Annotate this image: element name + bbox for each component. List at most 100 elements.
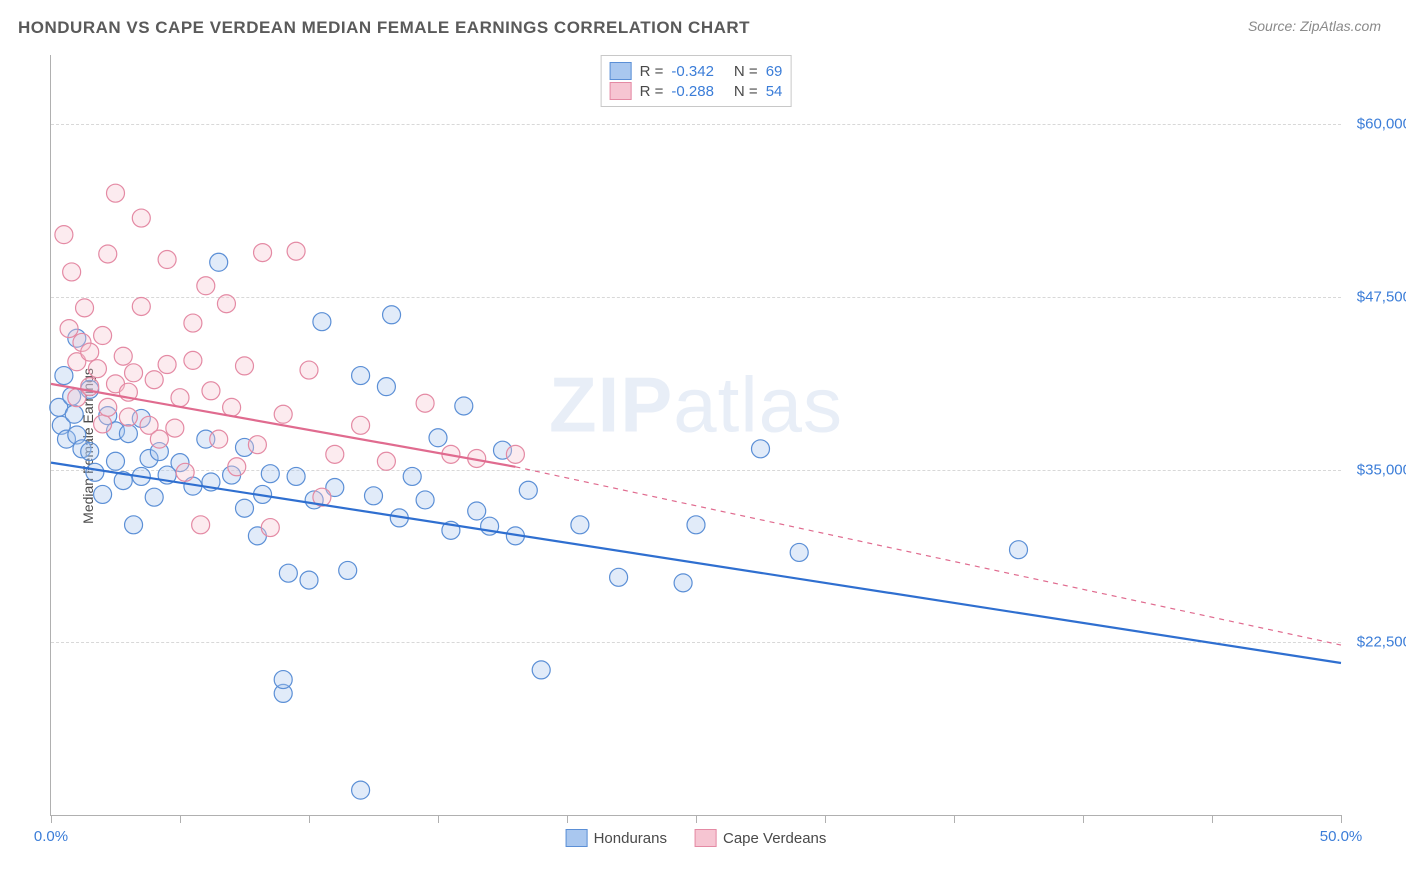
data-point (81, 343, 99, 361)
data-point (184, 314, 202, 332)
data-point (279, 564, 297, 582)
data-point (114, 347, 132, 365)
data-point (248, 436, 266, 454)
x-tick (180, 815, 181, 823)
stat-r-value: -0.342 (671, 63, 714, 80)
data-point (94, 485, 112, 503)
data-point (752, 440, 770, 458)
y-tick-label: $47,500 (1351, 288, 1406, 305)
data-point (274, 405, 292, 423)
data-point (132, 297, 150, 315)
data-point (55, 367, 73, 385)
data-point (352, 367, 370, 385)
data-point (300, 571, 318, 589)
data-point (455, 397, 473, 415)
trend-line-dashed (515, 467, 1341, 645)
y-tick-label: $60,000 (1351, 116, 1406, 133)
data-point (166, 419, 184, 437)
legend-swatch (610, 62, 632, 80)
chart-title: HONDURAN VS CAPE VERDEAN MEDIAN FEMALE E… (18, 18, 750, 38)
data-point (571, 516, 589, 534)
data-point (674, 574, 692, 592)
data-point (236, 499, 254, 517)
data-point (339, 561, 357, 579)
data-point (81, 443, 99, 461)
data-point (223, 398, 241, 416)
data-point (217, 295, 235, 313)
legend-swatch (566, 829, 588, 847)
data-point (125, 364, 143, 382)
data-point (210, 253, 228, 271)
x-tick (1212, 815, 1213, 823)
x-tick (696, 815, 697, 823)
data-point (94, 415, 112, 433)
data-point (192, 516, 210, 534)
data-point (94, 327, 112, 345)
x-tick (1341, 815, 1342, 823)
data-point (176, 463, 194, 481)
data-point (107, 184, 125, 202)
data-point (119, 425, 137, 443)
data-point (416, 491, 434, 509)
data-point (377, 452, 395, 470)
data-point (119, 408, 137, 426)
data-point (88, 360, 106, 378)
data-point (377, 378, 395, 396)
legend-label: Hondurans (594, 830, 667, 847)
data-point (326, 445, 344, 463)
data-point (107, 452, 125, 470)
data-point (202, 382, 220, 400)
stats-row: R = -0.288N = 54 (610, 82, 783, 100)
stats-legend: R = -0.342N = 69R = -0.288N = 54 (601, 55, 792, 107)
data-point (132, 209, 150, 227)
series-legend: HonduransCape Verdeans (566, 829, 827, 847)
legend-swatch (610, 82, 632, 100)
data-point (610, 568, 628, 586)
data-point (228, 458, 246, 476)
data-point (687, 516, 705, 534)
data-point (274, 671, 292, 689)
data-point (383, 306, 401, 324)
x-tick-label: 50.0% (1320, 828, 1363, 845)
data-point (236, 357, 254, 375)
legend-item: Hondurans (566, 829, 667, 847)
chart-container: HONDURAN VS CAPE VERDEAN MEDIAN FEMALE E… (0, 0, 1406, 892)
data-point (468, 502, 486, 520)
data-point (287, 242, 305, 260)
data-point (184, 351, 202, 369)
data-point (300, 361, 318, 379)
data-point (158, 251, 176, 269)
y-tick-label: $22,500 (1351, 634, 1406, 651)
data-point (86, 463, 104, 481)
data-point (416, 394, 434, 412)
data-point (65, 405, 83, 423)
data-point (210, 430, 228, 448)
plot-area: ZIPatlas $22,500$35,000$47,500$60,000 0.… (50, 55, 1341, 816)
y-tick-label: $35,000 (1351, 461, 1406, 478)
x-tick (438, 815, 439, 823)
data-point (506, 445, 524, 463)
data-point (261, 465, 279, 483)
data-point (60, 320, 78, 338)
data-point (125, 516, 143, 534)
data-point (145, 371, 163, 389)
stat-n-label: N = (734, 63, 758, 80)
legend-swatch (695, 829, 717, 847)
data-point (261, 519, 279, 537)
x-tick (1083, 815, 1084, 823)
stat-n-value: 69 (766, 63, 783, 80)
data-point (254, 244, 272, 262)
data-point (352, 416, 370, 434)
x-tick (954, 815, 955, 823)
data-point (55, 226, 73, 244)
data-point (1010, 541, 1028, 559)
source-attribution: Source: ZipAtlas.com (1248, 18, 1381, 34)
data-point (145, 488, 163, 506)
stat-n-value: 54 (766, 83, 783, 100)
data-point (519, 481, 537, 499)
x-tick-label: 0.0% (34, 828, 68, 845)
data-point (403, 467, 421, 485)
data-point (313, 313, 331, 331)
plot-svg (51, 55, 1341, 815)
x-tick (567, 815, 568, 823)
